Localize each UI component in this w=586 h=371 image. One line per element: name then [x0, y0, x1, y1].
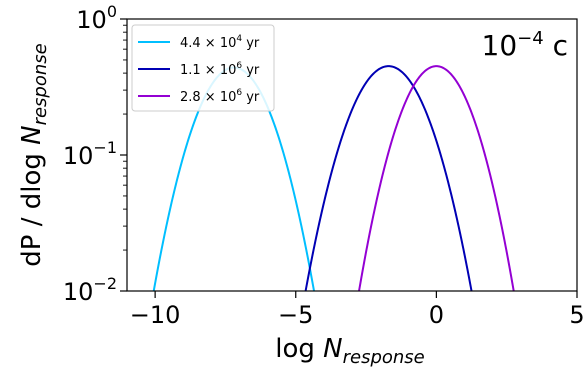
y-axis-label: dP / dlog Nresponse [17, 43, 51, 266]
legend-label: 2.8 × 106 yr [180, 88, 260, 105]
y-axis-ticks: 10−2 10−1 100 [63, 2, 127, 306]
x-axis-label: log Nresponse [275, 334, 425, 368]
x-axis-label-var: N [323, 334, 342, 364]
x-tick-label: −5 [278, 301, 313, 329]
series-line-2 [304, 65, 473, 291]
x-axis-label-base: log [275, 334, 323, 364]
series-line-3 [358, 65, 515, 291]
legend-label: 4.4 × 104 yr [180, 34, 260, 51]
speed-annotation: 10−4 c [482, 28, 568, 62]
y-axis-label-base: dP / dlog [17, 145, 47, 267]
x-axis-ticks: −10 −5 0 5 [130, 291, 585, 329]
speed-annotation-base: 10 [482, 29, 518, 62]
legend: 4.4 × 104 yr 1.1 × 106 yr 2.8 × 106 yr [131, 24, 275, 112]
x-tick-label: −10 [130, 301, 181, 329]
y-tick-label: 10−2 [63, 274, 117, 306]
x-tick-label: 5 [569, 301, 584, 329]
speed-annotation-unit: c [544, 29, 568, 62]
x-axis-label-sub: response [343, 347, 425, 368]
y-tick-label: 10−1 [63, 138, 117, 170]
legend-label: 1.1 × 106 yr [180, 61, 260, 78]
y-axis-label-sub: response [30, 43, 51, 125]
y-tick-label: 100 [76, 2, 117, 34]
y-axis-label-var: N [17, 125, 47, 144]
legend-box [131, 24, 275, 112]
x-tick-label: 0 [429, 301, 444, 329]
speed-annotation-exp: −4 [517, 28, 544, 49]
